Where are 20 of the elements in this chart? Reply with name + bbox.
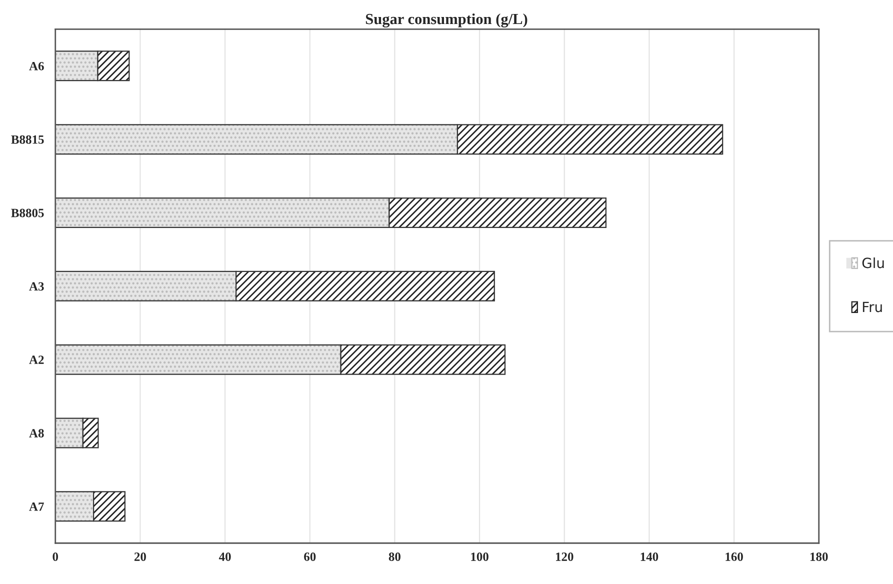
x-tick-label: 120 [556,552,574,561]
y-tick-label: A8 [29,429,44,438]
y-tick-label: A2 [29,356,44,364]
y-tick-label: B8815 [11,135,44,144]
x-tick-label: 180 [810,552,828,561]
x-tick-label: 160 [726,552,743,561]
legend-label: Fru [862,302,882,312]
y-tick-label: A6 [29,62,44,70]
x-tick-label: 100 [471,552,488,561]
x-tick-label: 80 [388,552,400,561]
x-tick-label: 0 [52,552,58,561]
x-tick-label: 40 [218,552,231,561]
x-tick-label: 20 [134,552,146,561]
legend-label: Glu [862,257,884,268]
chart-title: Sugar consumption (g/L) [366,13,528,28]
x-tick-label: 140 [640,552,658,561]
y-tick-label: A3 [29,282,44,291]
y-tick-label: B8805 [11,208,44,218]
x-tick-label: 60 [304,552,316,561]
y-tick-label: A7 [29,502,44,511]
